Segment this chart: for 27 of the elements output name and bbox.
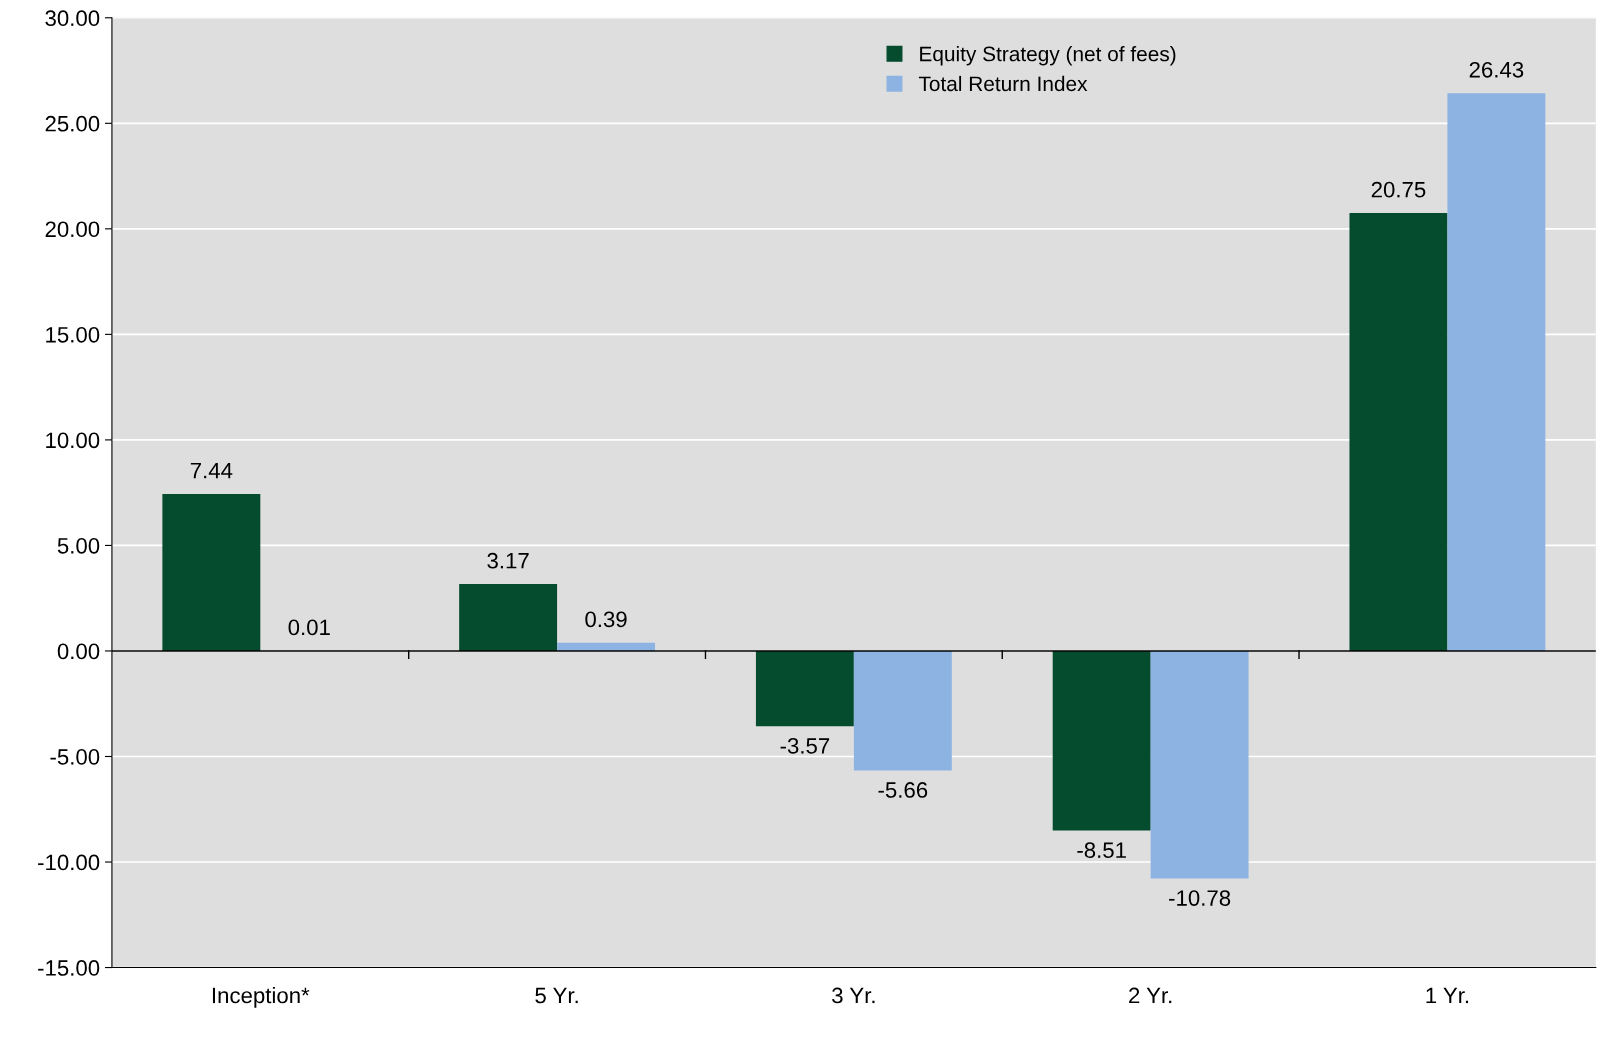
data-label: 26.43 xyxy=(1469,61,1524,78)
y-tick-label: 10.00 xyxy=(46,432,100,449)
y-tick-label: 25.00 xyxy=(45,115,100,132)
data-label: 3.17 xyxy=(487,552,529,569)
y-tick-label: 20.00 xyxy=(45,221,100,238)
data-label: 20.75 xyxy=(1371,181,1426,198)
y-tick-label: -10.00 xyxy=(38,854,100,871)
data-label: 0.01 xyxy=(288,619,330,636)
data-label: -10.78 xyxy=(1169,890,1231,906)
data-label: -3.57 xyxy=(780,738,830,754)
data-label: -5.66 xyxy=(878,782,928,798)
data-label: 7.44 xyxy=(190,462,233,479)
x-tick-label: 5 Yr. xyxy=(535,987,578,1004)
x-tick-label: 2 Yr. xyxy=(1129,987,1172,1004)
data-label: 0.39 xyxy=(585,611,627,628)
legend-label: Equity Strategy (net of fees) xyxy=(920,46,1176,66)
x-tick-label: 3 Yr. xyxy=(832,987,875,1004)
y-tick-label: -15.00 xyxy=(38,960,100,976)
x-tick-label: 1 Yr. xyxy=(1426,987,1469,1004)
x-tick-label: Inception* xyxy=(212,986,310,1008)
data-label: -8.51 xyxy=(1077,842,1126,859)
y-tick-label: 5.00 xyxy=(57,537,100,554)
y-tick-label: 30.00 xyxy=(45,10,100,27)
y-tick-label: 15.00 xyxy=(46,326,100,343)
y-tick-label: 0.00 xyxy=(57,643,100,660)
legend-label: Total Return Index xyxy=(918,75,1088,92)
y-tick-label: -5.00 xyxy=(50,749,100,765)
